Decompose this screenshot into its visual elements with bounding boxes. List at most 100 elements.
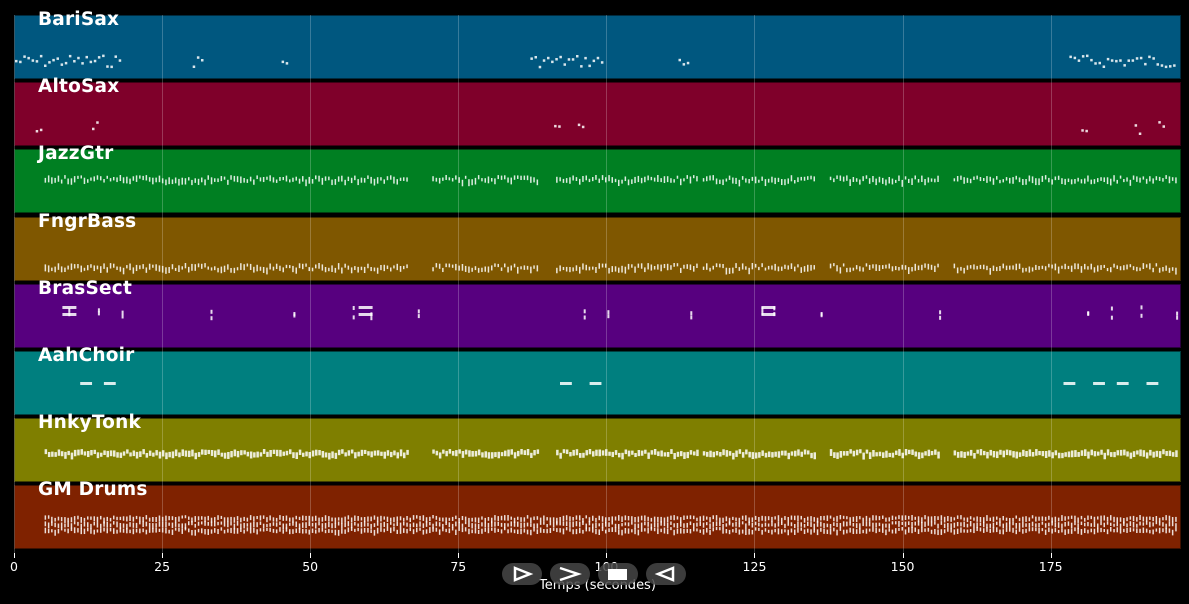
note bbox=[829, 515, 832, 519]
fast-forward-button[interactable] bbox=[550, 563, 590, 585]
note bbox=[367, 528, 369, 533]
note bbox=[494, 515, 496, 521]
note bbox=[184, 527, 187, 531]
note bbox=[852, 267, 855, 271]
note bbox=[1035, 264, 1037, 270]
note bbox=[764, 516, 767, 522]
note bbox=[139, 451, 142, 458]
note bbox=[471, 523, 473, 529]
note bbox=[533, 450, 536, 456]
note bbox=[442, 517, 444, 522]
note bbox=[1015, 176, 1017, 180]
note bbox=[885, 450, 888, 458]
note bbox=[1162, 522, 1164, 527]
note bbox=[344, 522, 346, 528]
note bbox=[236, 266, 239, 270]
note bbox=[233, 528, 236, 535]
note bbox=[1028, 175, 1031, 182]
note bbox=[790, 451, 794, 456]
note bbox=[57, 517, 60, 521]
note bbox=[722, 179, 724, 186]
note bbox=[614, 265, 617, 272]
note bbox=[126, 528, 128, 534]
track-barisax[interactable]: BariSax bbox=[14, 9, 1181, 79]
note bbox=[660, 529, 662, 533]
track-aahchoir[interactable]: AahChoir bbox=[14, 345, 1181, 415]
note bbox=[575, 449, 579, 456]
note bbox=[598, 262, 600, 269]
note bbox=[565, 515, 568, 521]
note bbox=[686, 529, 688, 534]
note bbox=[1035, 523, 1037, 528]
note bbox=[236, 451, 240, 458]
note bbox=[96, 265, 99, 269]
note bbox=[1077, 59, 1081, 62]
note bbox=[487, 517, 490, 522]
note bbox=[1048, 263, 1050, 267]
note bbox=[1102, 65, 1106, 68]
note bbox=[243, 517, 245, 522]
note bbox=[859, 449, 862, 454]
note bbox=[67, 528, 69, 534]
note bbox=[1116, 264, 1118, 269]
note bbox=[790, 522, 793, 527]
track-gm-drums[interactable]: GM Drums bbox=[14, 479, 1181, 550]
note bbox=[797, 515, 799, 522]
note bbox=[901, 180, 903, 188]
note bbox=[468, 521, 470, 528]
note bbox=[565, 521, 568, 527]
note bbox=[813, 452, 816, 460]
note bbox=[556, 521, 558, 526]
note bbox=[875, 263, 877, 271]
note bbox=[895, 265, 897, 270]
note bbox=[823, 516, 825, 521]
play-button[interactable] bbox=[502, 563, 542, 585]
note bbox=[683, 529, 685, 534]
note bbox=[647, 527, 649, 534]
note bbox=[103, 450, 106, 456]
note bbox=[953, 178, 956, 182]
note bbox=[1041, 265, 1044, 269]
note bbox=[1123, 449, 1126, 456]
note bbox=[647, 175, 649, 181]
note bbox=[494, 262, 496, 267]
note bbox=[370, 177, 372, 184]
note bbox=[451, 451, 455, 456]
track-hnkytonk[interactable]: HnkyTonk bbox=[14, 412, 1181, 483]
track-jazzgtr[interactable]: JazzGtr bbox=[14, 143, 1181, 214]
note bbox=[491, 518, 493, 524]
note bbox=[403, 528, 405, 534]
track-altosax[interactable]: AltoSax bbox=[14, 76, 1181, 147]
note bbox=[673, 523, 675, 528]
note bbox=[302, 452, 305, 457]
note bbox=[1149, 530, 1151, 534]
note bbox=[901, 527, 903, 531]
note bbox=[751, 262, 754, 269]
stop-button[interactable] bbox=[598, 563, 638, 585]
note bbox=[1015, 451, 1018, 459]
rewind-button[interactable] bbox=[646, 563, 686, 585]
note bbox=[767, 265, 770, 270]
note bbox=[611, 452, 614, 458]
note bbox=[285, 264, 288, 268]
note bbox=[103, 527, 105, 532]
tick-label: 175 bbox=[1038, 559, 1063, 574]
tick-label: 25 bbox=[154, 559, 171, 574]
note bbox=[178, 452, 181, 458]
note bbox=[979, 527, 982, 532]
note bbox=[210, 529, 213, 534]
note bbox=[73, 176, 76, 183]
note bbox=[640, 522, 643, 529]
note bbox=[670, 527, 672, 531]
note bbox=[103, 521, 105, 528]
note bbox=[461, 523, 464, 528]
note bbox=[321, 523, 324, 528]
note bbox=[738, 523, 741, 528]
note bbox=[670, 178, 672, 184]
note bbox=[380, 264, 382, 270]
note bbox=[992, 527, 995, 533]
note bbox=[451, 517, 454, 522]
track-fngrbass[interactable]: FngrBass bbox=[14, 211, 1181, 281]
track-brassect[interactable]: BrasSect bbox=[14, 278, 1181, 348]
note bbox=[585, 523, 587, 530]
